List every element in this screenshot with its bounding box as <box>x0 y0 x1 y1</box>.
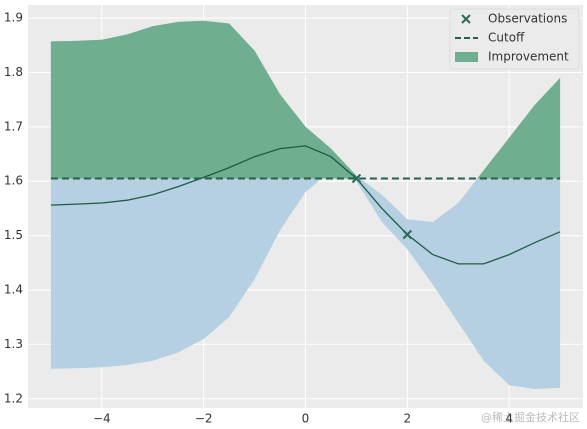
observation <box>402 229 413 240</box>
y-tick-label: 1.4 <box>4 282 23 296</box>
y-tick-label: 1.8 <box>4 65 23 79</box>
y-tick-label: 1.3 <box>4 337 23 351</box>
legend-label: Observations <box>488 12 567 26</box>
watermark: @稀土掘金技术社区 <box>481 410 580 424</box>
legend-label: Improvement <box>488 50 569 64</box>
y-tick-label: 1.7 <box>4 119 23 133</box>
mean-line <box>50 145 561 265</box>
legend-box <box>449 8 580 70</box>
improvement-area <box>50 20 561 179</box>
x-tick-label: −4 <box>93 412 111 426</box>
x-tick-label: −2 <box>195 412 213 426</box>
y-tick-label: 1.5 <box>4 228 23 242</box>
y-tick-label: 1.2 <box>4 391 23 405</box>
y-tick-label: 1.6 <box>4 174 23 188</box>
x-tick-label: 0 <box>302 412 310 426</box>
observation <box>351 173 362 184</box>
legend-marker <box>455 52 478 62</box>
y-tick-label: 1.9 <box>4 11 23 25</box>
legend-label: Cutoff <box>488 31 525 45</box>
legend-marker <box>461 14 471 24</box>
x-tick-label: 2 <box>404 412 412 426</box>
x-tick-label: 4 <box>505 412 513 426</box>
